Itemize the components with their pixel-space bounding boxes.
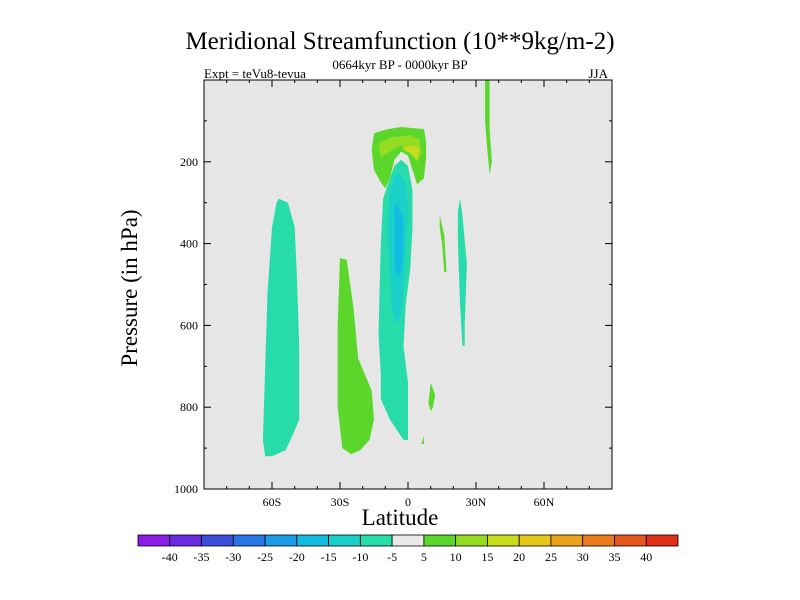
x-tick-label: 60S [263, 495, 282, 509]
x-axis-label: Latitude [361, 505, 439, 530]
contour-region-7 [403, 145, 420, 160]
colorbar-swatch [264, 534, 298, 547]
colorbar-swatch [487, 534, 520, 547]
chart-title: Meridional Streamfunction (10**9kg/m-2) [185, 28, 615, 55]
colorbar-swatch [645, 534, 679, 547]
colorbar-swatch [169, 534, 202, 547]
colorbar-label: 30 [577, 550, 589, 564]
colorbar-label: 25 [545, 550, 557, 564]
colorbar-swatch [359, 534, 393, 547]
colorbar-label: 15 [481, 550, 493, 564]
contour-region-1 [337, 257, 374, 455]
contour-region-11 [428, 382, 436, 412]
contour-region-10 [485, 80, 492, 175]
x-tick-label: 0 [405, 495, 411, 509]
y-tick-label: 1000 [174, 482, 198, 496]
x-tick-label: 60N [534, 495, 555, 509]
colorbar-label: -15 [321, 550, 337, 564]
colorbar-swatch [455, 534, 488, 547]
colorbar-label: 35 [608, 550, 620, 564]
axis-ticks: 60S 30S 0 30N 60N 200 400 600 800 1000 [174, 80, 612, 509]
colorbar-swatch [328, 534, 361, 547]
contour-region-0 [262, 198, 300, 457]
colorbar-label: 40 [640, 550, 652, 564]
y-tick-label: 200 [180, 155, 198, 169]
colorbar: -40 -35 -30 -25 -20 -15 -10 -5 5 10 15 20 25 30 35 40 [137, 534, 679, 564]
contour-region-9 [439, 215, 447, 273]
contour-region-8 [457, 198, 467, 346]
colorbar-label: -20 [289, 550, 305, 564]
contour-region-12 [421, 435, 424, 444]
experiment-label: Expt = teVu8-tevua [204, 66, 306, 81]
colorbar-swatch [232, 534, 266, 547]
colorbar-swatch [391, 534, 425, 547]
x-tick-label: 30N [466, 495, 487, 509]
y-tick-label: 600 [180, 318, 198, 332]
colorbar-swatch [423, 534, 457, 547]
colorbar-swatch [614, 534, 647, 547]
colorbar-label: -30 [225, 550, 241, 564]
y-tick-label: 400 [180, 237, 198, 251]
season-label: JJA [588, 66, 608, 81]
contour-region-6 [378, 135, 422, 162]
colorbar-swatch [201, 534, 234, 547]
y-tick-label: 800 [180, 400, 198, 414]
colorbar-label: -10 [352, 550, 368, 564]
colorbar-label: -40 [162, 550, 178, 564]
x-tick-label: 30S [331, 495, 350, 509]
colorbar-swatch [137, 534, 171, 547]
colorbar-swatch [550, 534, 584, 547]
colorbar-label: -35 [194, 550, 210, 564]
contour-regions [262, 80, 492, 457]
y-axis-label: Pressure (in hPa) [117, 209, 142, 367]
colorbar-label: -25 [257, 550, 273, 564]
colorbar-label: 10 [450, 550, 462, 564]
contour-region-4 [394, 202, 404, 277]
colorbar-swatch [296, 534, 329, 547]
colorbar-swatch [582, 534, 615, 547]
colorbar-label: 5 [421, 550, 427, 564]
colorbar-label: 20 [513, 550, 525, 564]
chart-subtitle: 0664kyr BP - 0000kyr BP [332, 57, 468, 72]
colorbar-swatch [518, 534, 552, 547]
colorbar-label: -5 [387, 550, 397, 564]
